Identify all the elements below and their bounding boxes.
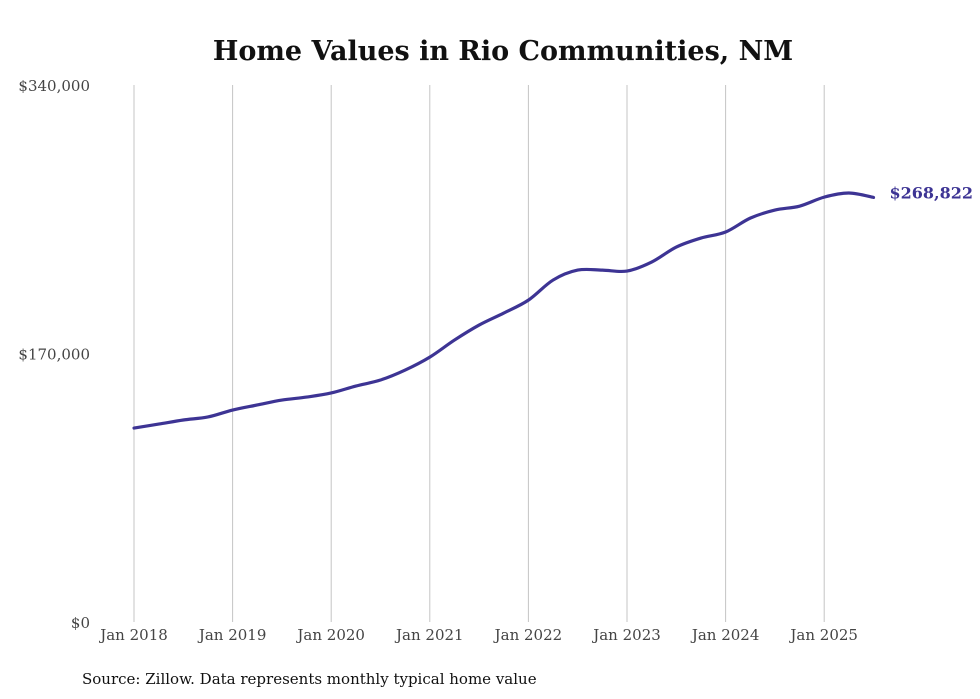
series-line <box>132 191 876 430</box>
source-note: Source: Zillow. Data represents monthly … <box>82 670 537 688</box>
y-tick-label: $0 <box>71 614 90 632</box>
x-tick-label: Jan 2023 <box>591 626 661 644</box>
x-tick-label: Jan 2021 <box>394 626 464 644</box>
end-value-label: $268,822 <box>890 183 974 202</box>
x-tick-label: Jan 2022 <box>493 626 563 644</box>
y-tick-label: $340,000 <box>18 77 90 95</box>
x-tick-label: Jan 2018 <box>98 626 168 644</box>
y-tick-label: $170,000 <box>18 346 90 364</box>
chart-title: Home Values in Rio Communities, NM <box>213 36 793 67</box>
x-tick-label: Jan 2024 <box>690 626 760 644</box>
x-tick-label: Jan 2019 <box>197 626 267 644</box>
x-tick-label: Jan 2025 <box>788 626 858 644</box>
x-tick-label: Jan 2020 <box>295 626 365 644</box>
